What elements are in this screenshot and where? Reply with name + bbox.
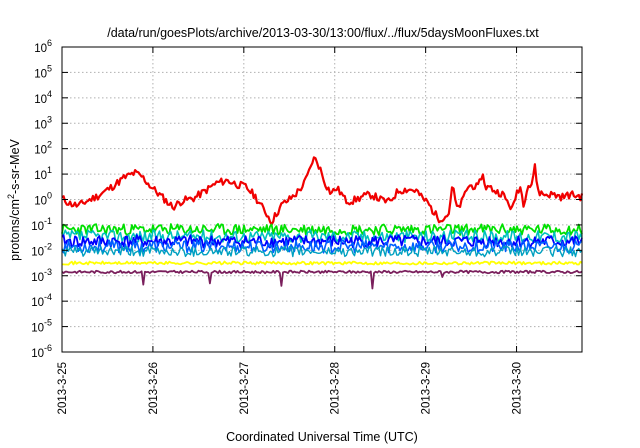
series-line: [61, 223, 583, 236]
y-tick-base: 10: [31, 323, 44, 335]
y-tick-base: 10: [31, 246, 44, 258]
y-tick-label: 10-2: [31, 241, 52, 258]
y-tick-base: 10: [31, 221, 44, 233]
y-tick-label: 10-3: [31, 267, 52, 284]
y-tick-label: 103: [34, 114, 52, 131]
x-tick-label: 2013-3-27: [239, 362, 251, 414]
y-axis-label: protons/cm2-s-sr-MeV: [6, 138, 22, 260]
x-tick-label: 2013-3-30: [512, 362, 524, 414]
y-tick-label: 106: [34, 38, 52, 55]
y-tick-label: 10-5: [31, 318, 52, 335]
y-tick-base: 10: [31, 297, 44, 309]
chart-title: /data/run/goesPlots/archive/2013-03-30/1…: [107, 26, 539, 40]
x-axis-label: Coordinated Universal Time (UTC): [226, 430, 418, 444]
series-line: [62, 260, 583, 266]
y-tick-exponent: -1: [44, 216, 52, 226]
x-tick-label: 2013-3-28: [330, 362, 342, 414]
y-axis-label-main: protons/cm: [8, 199, 22, 261]
y-tick-exponent: -5: [44, 318, 52, 328]
y-tick-base: 10: [34, 94, 47, 106]
y-axis-label-superscript: 2: [6, 194, 16, 199]
y-tick-label: 10-6: [31, 343, 52, 360]
y-tick-exponent: -2: [44, 241, 52, 251]
y-tick-exponent: 6: [47, 38, 52, 48]
y-tick-exponent: 1: [47, 165, 52, 175]
y-axis: 10610510410310210110010-110-210-310-410-…: [31, 38, 582, 360]
y-tick-label: 102: [34, 140, 52, 157]
series-line: [61, 245, 583, 258]
y-tick-exponent: 4: [47, 89, 52, 99]
y-tick-exponent: -3: [44, 267, 52, 277]
grid-lines: [62, 47, 582, 352]
y-tick-exponent: 0: [47, 191, 52, 201]
y-tick-base: 10: [31, 272, 44, 284]
y-tick-base: 10: [31, 348, 44, 360]
x-axis: 2013-3-25 2013-3-26 2013-3-27 2013-3-28 2013…: [57, 47, 524, 414]
y-tick-exponent: 3: [47, 114, 52, 124]
y-tick-label: 10-4: [31, 292, 52, 309]
y-tick-exponent: -6: [44, 343, 52, 353]
y-axis-label-units: -s-sr-MeV: [8, 138, 22, 194]
series-line: [61, 269, 583, 290]
y-tick-exponent: 2: [47, 140, 52, 150]
series-line: [61, 156, 584, 226]
x-tick-label: 2013-3-26: [148, 362, 160, 414]
y-tick-base: 10: [34, 145, 47, 157]
y-tick-base: 10: [34, 119, 47, 131]
y-tick-label: 101: [34, 165, 52, 182]
x-tick-label: 2013-3-29: [421, 362, 433, 414]
y-tick-label: 10-1: [31, 216, 52, 233]
y-tick-label: 104: [34, 89, 52, 106]
y-tick-exponent: 5: [47, 63, 52, 73]
y-tick-exponent: -4: [44, 292, 52, 302]
y-tick-label: 100: [34, 191, 52, 208]
y-tick-base: 10: [34, 43, 47, 55]
y-tick-base: 10: [34, 196, 47, 208]
series-line: [61, 229, 583, 244]
series-layer: [61, 156, 584, 290]
y-tick-base: 10: [34, 68, 47, 80]
y-tick-base: 10: [34, 170, 47, 182]
y-tick-label: 105: [34, 63, 52, 80]
series-line: [61, 239, 583, 254]
x-tick-label: 2013-3-25: [57, 362, 69, 414]
